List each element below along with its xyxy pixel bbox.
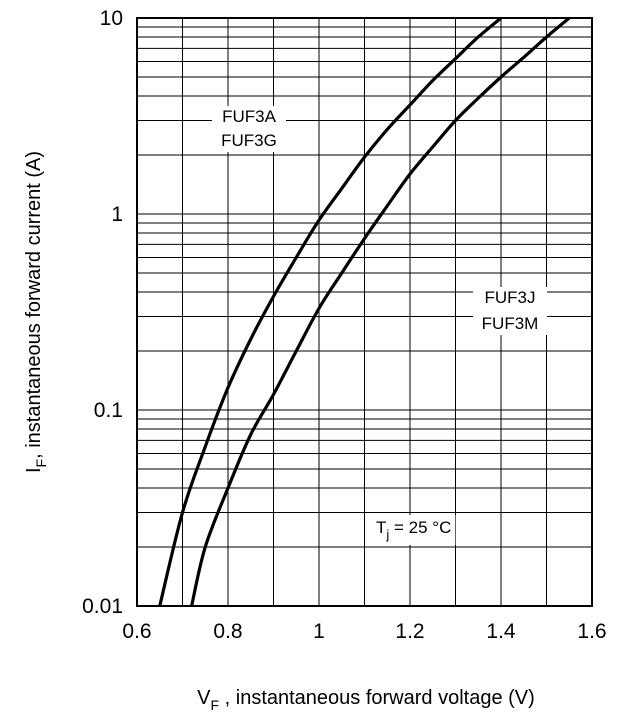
annotation-value: = 25 °C: [389, 518, 451, 537]
x-tick-label: 1.4: [486, 620, 516, 643]
y-tick-label: 0.1: [94, 399, 123, 422]
y-axis-label-subscript: F: [33, 459, 49, 468]
y-tick-label: 0.01: [82, 595, 123, 618]
series-line-1: [158, 16, 503, 607]
x-tick-label: 1.6: [577, 620, 606, 643]
axis-ticks: 0.6 0.8 1 1.2 1.4 1.6 0.01 0.1 1 10: [82, 7, 606, 643]
series-label-background: [473, 287, 547, 335]
series-label-text: FUF3G: [221, 131, 277, 150]
x-tick-label: 0.6: [122, 620, 151, 643]
series-label-text: FUF3J: [485, 288, 536, 307]
series-label-text: FUF3A: [222, 107, 277, 126]
series-label-1: FUF3A FUF3G: [212, 106, 286, 152]
y-tick-label: 10: [100, 7, 123, 30]
y-axis-label: IF, instantaneous forward current (A): [23, 151, 49, 473]
x-tick-label: 0.8: [213, 620, 242, 643]
series-labels: FUF3A FUF3G FUF3J FUF3M: [212, 106, 547, 335]
x-axis-label-symbol: V: [197, 687, 211, 709]
x-axis-label-text: , instantaneous forward voltage (V): [219, 687, 535, 709]
x-axis-label: VF , instantaneous forward voltage (V): [197, 687, 535, 713]
y-tick-label: 1: [111, 203, 123, 226]
y-axis-label-symbol: I: [23, 467, 45, 473]
series-label-background: [212, 106, 286, 152]
plot-frame: [136, 17, 593, 607]
annotation-background: [372, 515, 456, 545]
annotation-text: Tj = 25 °C: [376, 518, 451, 542]
x-tick-label: 1.2: [395, 620, 424, 643]
series-label-text: FUF3M: [482, 314, 539, 333]
annotation-subscript: j: [385, 527, 389, 542]
series-layer: [158, 16, 571, 607]
series-line-2: [190, 16, 571, 607]
series-label-2: FUF3J FUF3M: [473, 287, 547, 335]
x-axis-label-subscript: F: [211, 697, 220, 713]
y-axis-label-text: , instantaneous forward current (A): [23, 151, 45, 459]
temperature-annotation: Tj = 25 °C: [372, 515, 456, 545]
annotation-symbol: T: [376, 518, 386, 537]
x-tick-label: 1: [313, 620, 325, 643]
